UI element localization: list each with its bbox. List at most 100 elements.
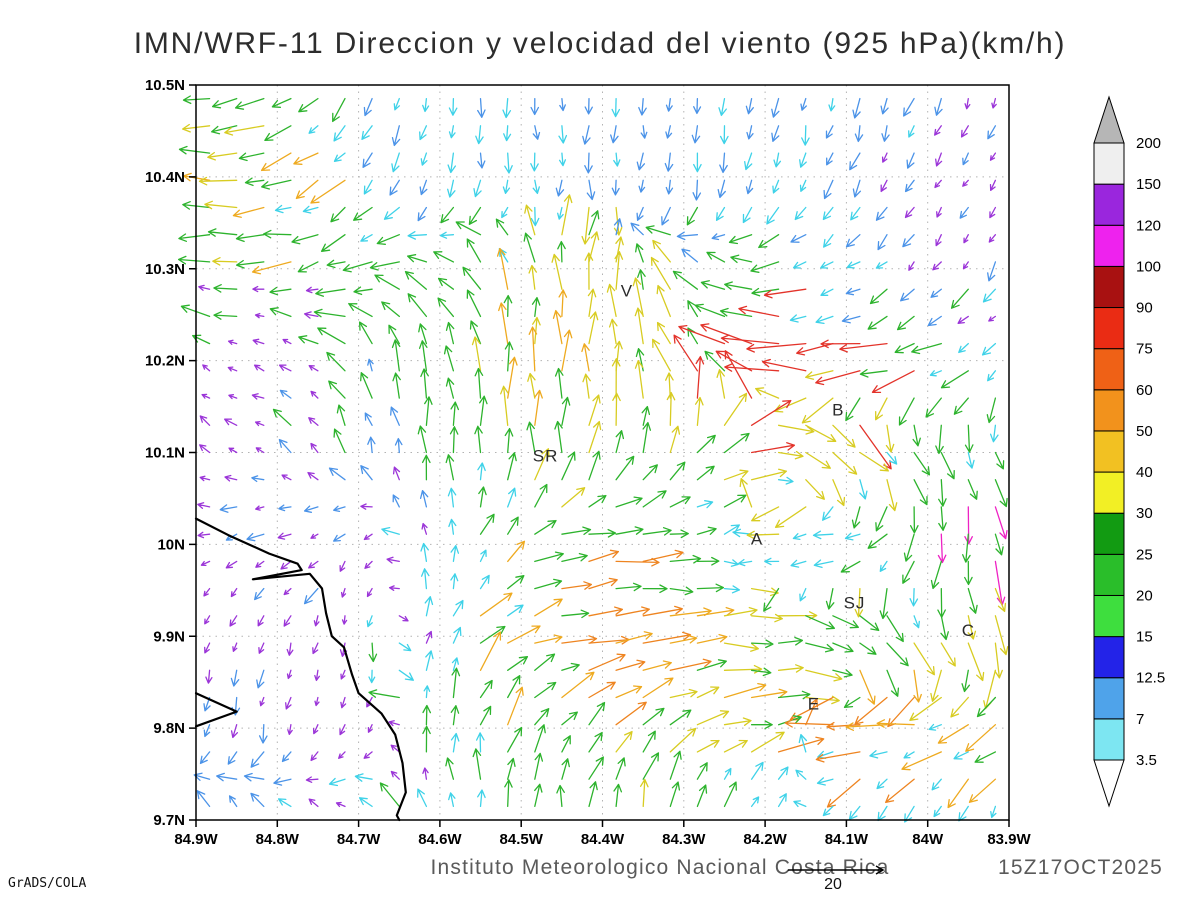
wind-vector [947,778,969,809]
colorbar-label: 120 [1136,217,1161,234]
wind-vector [534,519,557,535]
x-tick-label: 84.9W [174,831,218,848]
wind-vector [642,677,674,699]
wind-vector [934,125,942,136]
y-tick-label: 9.8N [153,720,185,737]
wind-vector [638,97,647,116]
wind-vector [259,696,265,707]
wind-vector [981,342,997,356]
wind-vector [362,152,373,168]
wind-vector [898,397,915,426]
x-tick-label: 84.1W [825,831,869,848]
wind-vector [199,475,211,482]
wind-vector [219,504,238,513]
wind-vector [750,667,772,677]
wind-vector [420,542,429,563]
wind-vector [967,642,985,682]
wind-vector [234,97,265,110]
wind-vector [938,479,947,507]
wind-vector [850,206,861,221]
wind-vector [777,664,804,673]
wind-vector [615,631,653,644]
wind-vector [738,305,780,318]
wind-vector [799,587,807,602]
wind-vector [982,288,997,303]
wind-vector [471,336,482,372]
wind-vector [425,630,433,644]
wind-vector [669,635,698,644]
wind-vector [363,751,373,759]
wind-vector [532,125,541,140]
wind-vector [501,206,509,219]
wind-vector [610,125,619,144]
wind-vector [642,660,672,671]
wind-vector [479,679,493,699]
wind-vector [339,724,346,736]
wind-vector [750,796,760,808]
wind-vector [199,415,211,426]
x-tick-label: 84.3W [662,831,706,848]
wind-vector [305,286,319,294]
wind-vector [763,587,780,612]
wind-vector [528,326,538,372]
wind-vector [507,516,519,535]
wind-vector [224,418,238,426]
wind-vector [771,97,780,118]
wind-vector [503,125,512,142]
y-tick-label: 10.4N [145,169,185,186]
wind-vector [696,739,720,753]
wind-vector [871,370,915,394]
colorbar-band [1093,553,1125,596]
colorbar-label: 40 [1136,464,1153,481]
wind-vector [561,329,573,372]
wind-vector [526,421,536,454]
wind-vector [845,397,861,422]
wind-vector [303,587,319,605]
wind-vector [232,642,238,652]
wind-vector [723,392,748,426]
wind-vector [360,465,373,481]
wind-vector [859,642,877,655]
wind-vector [777,736,825,753]
wind-vector [635,243,644,263]
wind-vector [229,615,238,627]
wind-vector [204,642,211,654]
wind-vector [632,277,644,318]
wind-vector [211,97,238,109]
wind-vector [880,179,888,193]
wind-vector [879,587,889,620]
wind-vector [475,125,484,145]
wind-vector [652,338,671,372]
wind-vector [534,752,544,780]
wind-vector [696,606,735,617]
y-tick-label: 10.3N [145,261,185,278]
wind-vector [724,281,753,290]
wind-vector [588,756,604,780]
wind-vector [744,152,753,171]
wind-vector [815,751,861,763]
wind-vector [859,451,889,472]
wind-vector [723,585,741,594]
wind-vector [504,427,514,454]
wind-vector [902,560,915,584]
wind-vector [360,234,373,242]
wind-vector [281,474,292,481]
wind-vector [473,179,482,198]
x-tick-label: 84.8W [256,831,300,848]
wind-vector [723,559,739,567]
wind-vector [904,206,915,219]
wind-vector [639,778,649,808]
wind-vector [422,704,432,726]
wind-vector [859,669,876,705]
wind-vector [894,342,915,354]
wind-vector [724,350,753,399]
wind-vector [340,587,347,598]
wind-vector [534,681,557,699]
wind-vector [448,518,457,535]
wind-vector [551,253,563,290]
colorbar-label: 15 [1136,629,1153,646]
wind-vector [250,751,265,768]
colorbar-band [1093,389,1125,432]
wind-vector [929,370,942,377]
